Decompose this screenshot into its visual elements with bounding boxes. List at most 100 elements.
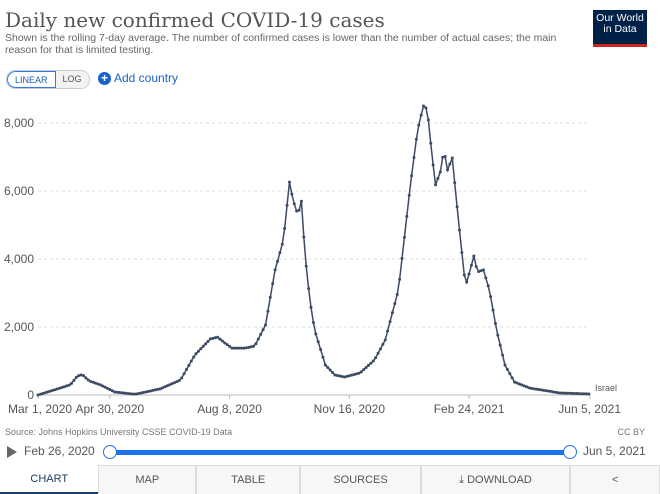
data-point bbox=[515, 381, 519, 385]
tab-chart[interactable]: CHART bbox=[0, 465, 99, 494]
data-point bbox=[182, 372, 186, 376]
data-point bbox=[431, 163, 435, 167]
data-point bbox=[295, 209, 299, 213]
data-point bbox=[62, 385, 66, 389]
data-point bbox=[165, 384, 169, 388]
tab-table[interactable]: TABLE bbox=[196, 465, 301, 494]
data-point bbox=[350, 373, 354, 377]
data-point bbox=[402, 235, 406, 239]
data-point bbox=[271, 282, 275, 286]
data-point bbox=[419, 113, 423, 117]
data-point bbox=[570, 391, 574, 395]
data-point bbox=[153, 388, 157, 392]
data-point bbox=[434, 183, 438, 187]
data-point bbox=[443, 155, 447, 159]
data-point bbox=[362, 368, 366, 372]
data-point bbox=[192, 355, 196, 359]
data-point bbox=[84, 376, 88, 380]
data-point bbox=[369, 361, 373, 365]
tab-map[interactable]: MAP bbox=[98, 465, 197, 494]
data-point bbox=[383, 338, 387, 342]
data-point bbox=[580, 392, 584, 396]
data-point bbox=[532, 387, 536, 391]
end-date: Jun 5, 2021 bbox=[583, 444, 646, 458]
data-point bbox=[237, 346, 241, 350]
data-point bbox=[127, 392, 131, 396]
license-link[interactable]: CC BY bbox=[617, 427, 645, 437]
y-tick-label: 4,000 bbox=[4, 252, 34, 266]
owid-logo[interactable]: Our World in Data bbox=[593, 10, 647, 47]
timeline-slider[interactable] bbox=[110, 450, 570, 455]
data-point bbox=[376, 351, 380, 355]
data-point bbox=[541, 388, 545, 392]
data-point bbox=[496, 333, 500, 337]
data-point bbox=[446, 168, 450, 172]
data-point bbox=[163, 385, 167, 389]
data-point bbox=[132, 392, 136, 396]
data-point bbox=[110, 389, 114, 393]
data-point bbox=[266, 309, 270, 313]
data-point bbox=[386, 329, 390, 333]
data-point bbox=[194, 352, 198, 356]
data-point bbox=[232, 346, 236, 350]
data-point bbox=[457, 228, 461, 232]
tab-download[interactable]: ⤓ DOWNLOAD bbox=[420, 465, 571, 494]
data-point bbox=[240, 346, 244, 350]
data-point bbox=[438, 170, 442, 174]
linear-button[interactable]: LINEAR bbox=[7, 71, 56, 88]
data-point bbox=[572, 391, 576, 395]
end-handle[interactable] bbox=[563, 445, 577, 459]
log-button[interactable]: LOG bbox=[55, 71, 89, 88]
data-point bbox=[74, 375, 78, 379]
x-tick-label: Aug 8, 2020 bbox=[197, 402, 262, 416]
data-point bbox=[424, 106, 428, 110]
data-point bbox=[70, 381, 74, 385]
data-point bbox=[400, 256, 404, 260]
data-point bbox=[355, 372, 359, 376]
data-point bbox=[139, 391, 143, 395]
data-point bbox=[565, 391, 569, 395]
source-note[interactable]: Source: Johns Hopkins University CSSE CO… bbox=[5, 427, 233, 437]
data-point bbox=[208, 337, 212, 341]
x-tick-label: Nov 16, 2020 bbox=[314, 402, 386, 416]
data-point bbox=[388, 320, 392, 324]
plus-icon: + bbox=[98, 71, 111, 85]
data-point bbox=[520, 383, 524, 387]
start-handle[interactable] bbox=[103, 445, 117, 459]
data-point bbox=[175, 380, 179, 384]
download-icon: ⤓ bbox=[459, 473, 468, 486]
data-point bbox=[378, 347, 382, 351]
data-point bbox=[311, 320, 315, 324]
data-point bbox=[347, 374, 351, 378]
play-icon[interactable] bbox=[7, 446, 17, 458]
data-point bbox=[156, 387, 160, 391]
data-point bbox=[141, 391, 145, 395]
data-point bbox=[441, 155, 445, 159]
share-button[interactable]: < bbox=[570, 465, 660, 494]
tab-sources[interactable]: SOURCES bbox=[300, 465, 421, 494]
data-point bbox=[180, 376, 184, 380]
data-point bbox=[77, 374, 81, 378]
data-point bbox=[398, 277, 402, 281]
data-point bbox=[513, 380, 517, 384]
data-point bbox=[551, 390, 555, 394]
data-point bbox=[223, 341, 227, 345]
data-point bbox=[292, 202, 296, 206]
chart-title: Daily new confirmed COVID-19 cases bbox=[5, 8, 385, 32]
data-point bbox=[371, 359, 375, 363]
data-point bbox=[575, 392, 579, 396]
data-point bbox=[213, 336, 217, 340]
data-point bbox=[410, 174, 414, 178]
data-point bbox=[556, 391, 560, 395]
data-point bbox=[273, 268, 277, 272]
add-country-button[interactable]: + Add country bbox=[98, 71, 178, 85]
data-point bbox=[436, 176, 440, 180]
series-line-israel bbox=[37, 104, 589, 396]
data-point bbox=[161, 386, 165, 390]
data-point bbox=[422, 104, 426, 108]
data-point bbox=[359, 370, 363, 374]
data-point bbox=[522, 384, 526, 388]
data-point bbox=[412, 156, 416, 160]
data-point bbox=[395, 292, 399, 296]
data-point bbox=[479, 269, 483, 273]
